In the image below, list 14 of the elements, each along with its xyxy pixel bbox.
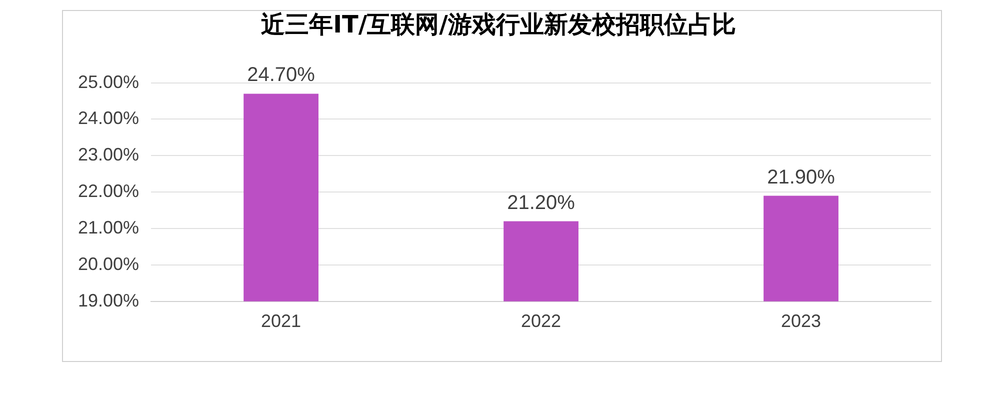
data-label: 24.70% bbox=[247, 64, 316, 86]
data-label: 21.90% bbox=[767, 166, 836, 188]
y-tick-label: 22.00% bbox=[78, 181, 140, 202]
x-tick-label: 2022 bbox=[521, 311, 562, 332]
y-tick-label: 25.00% bbox=[78, 72, 140, 92]
x-tick-label: 2023 bbox=[780, 311, 822, 332]
y-tick-label: 19.00% bbox=[78, 290, 140, 310]
x-tick-label: 2021 bbox=[261, 311, 302, 332]
chart-title: 近三年IT/互联网/游戏行业新发校招职位占比 bbox=[261, 10, 736, 39]
y-tick-label: 21.00% bbox=[78, 218, 140, 238]
y-tick-label: 23.00% bbox=[78, 144, 140, 165]
y-tick-label: 20.00% bbox=[78, 254, 140, 274]
data-label: 21.20% bbox=[507, 192, 576, 214]
y-tick-label: 24.00% bbox=[78, 108, 140, 128]
